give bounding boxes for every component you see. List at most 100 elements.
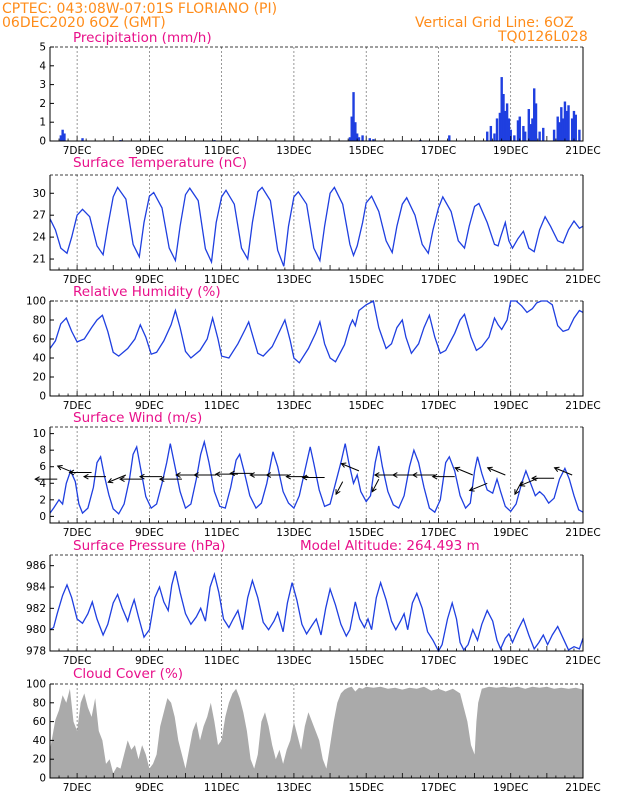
header-station: CPTEC: 043:08W-07:01S FLORIANO (PI) (2, 1, 277, 17)
temp-panel: Surface Temperature (nC) 21 24 27 30 7DEC 9DEC… (33, 155, 601, 286)
y-tick-label: 0 (39, 773, 46, 785)
wind-arrow-head (265, 472, 272, 478)
x-tick-label: 15DEC (348, 400, 383, 412)
y-tick-label: 982 (26, 603, 46, 615)
y-tick-label: 10 (33, 428, 46, 440)
wind-arrow-head (340, 462, 347, 468)
wind-arrow (108, 474, 127, 483)
wind-title: Surface Wind (m/s) (73, 410, 202, 426)
precip-bar (561, 118, 565, 141)
y-tick-label: 2 (39, 98, 46, 110)
precip-bar (563, 101, 567, 141)
x-tick-label: 21DEC (565, 274, 600, 286)
y-tick-label: 80 (33, 315, 46, 327)
x-tick-label: 19DEC (493, 527, 528, 539)
wind-arrow-head (468, 486, 475, 492)
cloud-panel: Cloud Cover (%) 0 20 40 60 80 100 7DEC 9DEC 11DEC… (26, 666, 601, 794)
y-tick-label: 80 (33, 697, 46, 709)
press-series-line (49, 570, 584, 653)
y-tick-label: 20 (33, 754, 46, 766)
x-tick-label: 11DEC (204, 145, 239, 157)
precip-bar (529, 124, 532, 141)
y-tick-label: 5 (39, 42, 46, 54)
precip-bar (448, 135, 451, 141)
precip-bar (534, 103, 538, 141)
x-tick-label: 7DEC (63, 527, 92, 539)
header-code: TQ0126L028 (497, 29, 588, 45)
y-tick-label: 6 (39, 461, 46, 473)
panel-frame (49, 555, 584, 652)
wind-arrow-head (229, 470, 235, 477)
y-tick-label: 21 (33, 254, 46, 266)
precip-bar (542, 127, 545, 141)
wind-arrow-head (411, 472, 418, 478)
y-tick-label: 60 (33, 334, 46, 346)
x-tick-label: 15DEC (348, 782, 383, 794)
wind-arrow (514, 481, 523, 495)
y-tick-label: 984 (26, 582, 46, 594)
wind-arrow-head (335, 489, 341, 496)
precip-bar (572, 110, 576, 141)
precip-bar (498, 112, 502, 141)
x-tick-label: 9DEC (135, 145, 164, 157)
y-tick-label: 40 (33, 353, 46, 365)
x-tick-label: 9DEC (135, 274, 164, 286)
x-tick-label: 17DEC (421, 527, 456, 539)
wind-arrow-head (249, 472, 255, 478)
x-tick-label: 17DEC (421, 655, 456, 667)
panels: Precipitation (mm/h) 0 1 2 3 4 5 7DEC 9DEC 11DEC 1… (26, 30, 601, 794)
precip-bar (352, 92, 355, 141)
header-date: 06DEC2020 6OZ (GMT) (2, 15, 166, 31)
x-tick-label: 21DEC (565, 655, 600, 667)
y-tick-label: 40 (33, 735, 46, 747)
y-tick-label: 980 (26, 624, 46, 636)
x-tick-label: 11DEC (204, 782, 239, 794)
wind-arrow-head (373, 472, 380, 478)
precip-bar (565, 110, 568, 141)
y-tick-label: 0 (39, 391, 46, 403)
x-tick-label: 13DEC (276, 145, 311, 157)
x-tick-label: 13DEC (276, 782, 311, 794)
precip-bar (578, 129, 581, 141)
y-tick-label: 24 (33, 232, 47, 244)
precip-bar (556, 116, 559, 141)
x-tick-label: 13DEC (276, 527, 311, 539)
precip-bar (505, 103, 509, 141)
y-tick-label: 978 (26, 646, 46, 658)
precip-bar (552, 129, 556, 141)
wind-arrow-head (519, 481, 526, 487)
precip-title: Precipitation (mm/h) (73, 30, 212, 46)
y-tick-label: 4 (39, 478, 46, 490)
x-tick-label: 15DEC (348, 527, 383, 539)
header-grid-note: Vertical Grid Line: 6OZ (415, 15, 574, 31)
x-tick-label: 11DEC (204, 527, 239, 539)
rh-panel: Relative Humidity (%) 0 20 40 60 80 100 7DEC 9DE… (26, 284, 601, 412)
y-tick-label: 27 (33, 210, 46, 222)
press-panel: Surface Pressure (hPa) Model Altitude: 26… (26, 538, 601, 667)
x-tick-label: 9DEC (135, 400, 164, 412)
wind-arrow-head (486, 466, 493, 472)
precip-bar (570, 118, 574, 141)
x-tick-label: 19DEC (493, 274, 528, 286)
precip-bar (560, 107, 563, 141)
press-subtitle: Model Altitude: 264.493 m (300, 538, 480, 554)
x-tick-label: 11DEC (204, 655, 239, 667)
precip-bar (61, 129, 64, 141)
precip-bar (533, 88, 536, 141)
precip-bar (486, 131, 489, 141)
x-tick-label: 21DEC (565, 145, 600, 157)
x-tick-label: 17DEC (421, 274, 456, 286)
wind-arrow (341, 463, 360, 472)
precip-bar (489, 125, 493, 141)
temp-title: Surface Temperature (nC) (73, 155, 247, 171)
y-tick-label: 1 (39, 117, 46, 129)
precip-bar (59, 135, 63, 141)
y-tick-label: 60 (33, 716, 46, 728)
x-tick-label: 17DEC (421, 145, 456, 157)
y-tick-label: 3 (39, 79, 46, 91)
precip-bar (504, 110, 507, 141)
wind-arrow-head (175, 472, 181, 478)
y-tick-label: 100 (26, 679, 46, 691)
x-tick-label: 11DEC (204, 400, 239, 412)
